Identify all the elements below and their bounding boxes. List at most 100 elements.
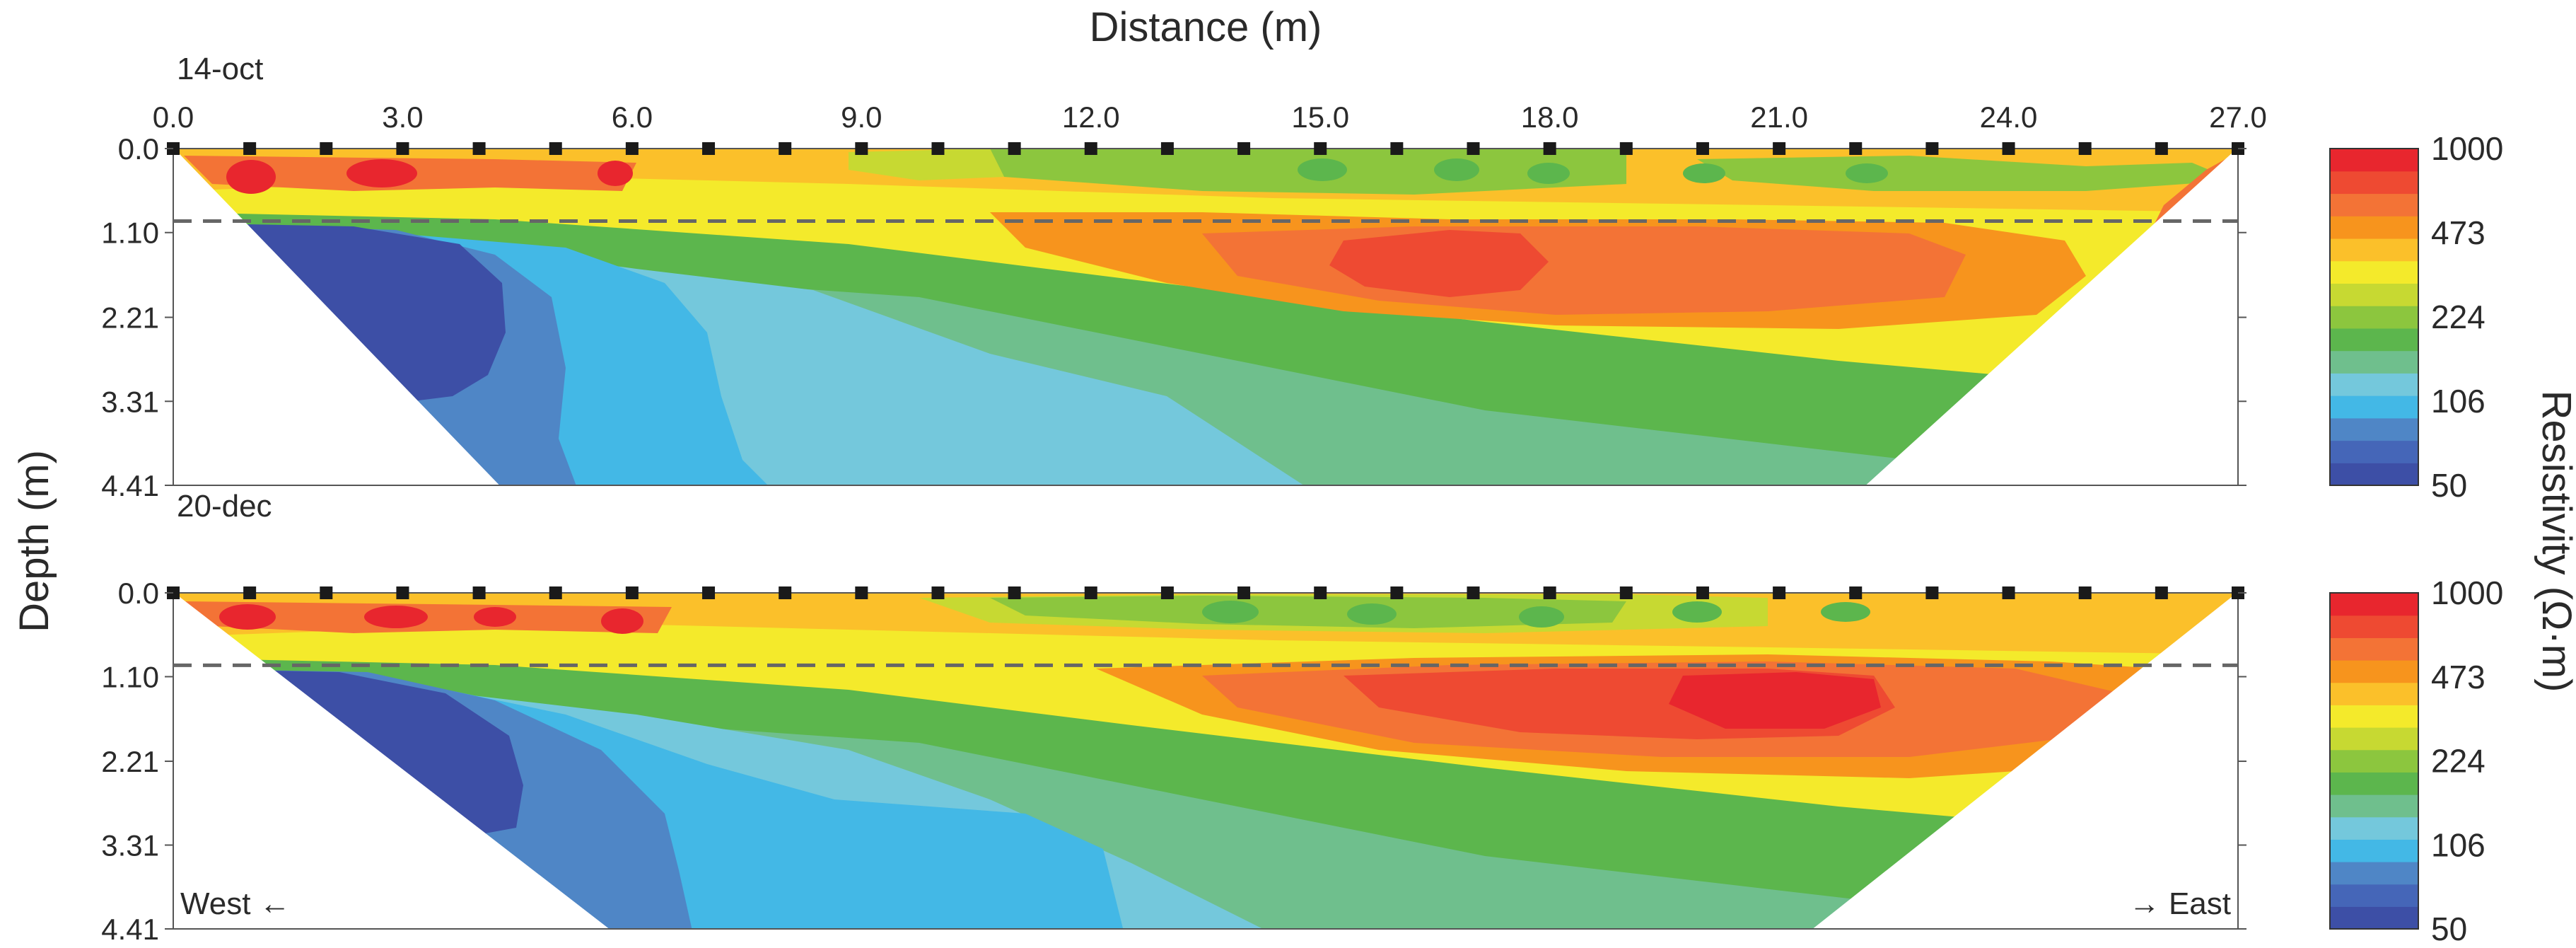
electrode-marker	[1696, 586, 1709, 599]
x-axis-title: Distance (m)	[1090, 4, 1322, 50]
electrode-marker	[1773, 142, 1786, 155]
electrode-marker	[320, 586, 333, 599]
electrode-marker	[1619, 142, 1633, 155]
y-tick-labels: 0.0 1.10 2.21 3.31 4.41	[101, 132, 159, 502]
panel-label: 14-oct	[177, 52, 263, 86]
electrode-marker	[2155, 586, 2168, 599]
electrode-marker	[702, 586, 716, 599]
x-tick-label: 9.0	[841, 100, 882, 134]
x-tick-label: 3.0	[382, 100, 423, 134]
region-lime-surface	[849, 149, 1004, 180]
electrode-marker	[549, 142, 562, 155]
west-label: West ←	[180, 886, 291, 921]
panel-label: 20-dec	[177, 489, 272, 524]
colorbar-segment	[2330, 350, 2418, 374]
region-red-hot	[1669, 672, 1881, 729]
region-shallow-red	[474, 607, 516, 627]
electrode-marker	[1084, 142, 1097, 155]
electrode-marker	[396, 586, 409, 599]
colorbar-bottom: 1000 473 224 106 50	[2329, 574, 2503, 947]
x-tick-label: 24.0	[1980, 100, 2038, 134]
region-green-surface-2	[1697, 156, 2234, 191]
colorbar-segment	[2330, 794, 2418, 818]
region-dark-blue	[173, 223, 506, 403]
region-shallow-red	[219, 604, 276, 630]
resistivity-section	[173, 593, 2238, 929]
y-tick-label: 0.0	[118, 577, 159, 610]
x-tick-label: 15.0	[1291, 100, 1349, 134]
electrode-marker	[549, 586, 562, 599]
electrode-marker	[1314, 586, 1327, 599]
y-tick-label: 0.0	[118, 132, 159, 166]
y-tick-label: 4.41	[101, 469, 159, 502]
electrode-marker	[472, 142, 486, 155]
colorbar-tick-label: 224	[2431, 299, 2485, 335]
region-green-pocket	[1519, 606, 1564, 628]
electrode-marker	[1773, 586, 1786, 599]
region-red-core	[1329, 230, 1549, 297]
colorbar-tick-label: 50	[2431, 911, 2467, 944]
electrode-marker	[1390, 586, 1404, 599]
colorbar-tick-label: 1000	[2431, 574, 2503, 611]
electrode-marker	[855, 586, 868, 599]
region-shallow-red-band	[184, 601, 672, 633]
colorbar-tick-label: 473	[2431, 659, 2485, 695]
y-tick-label: 1.10	[101, 216, 159, 250]
electrode-marker	[779, 142, 792, 155]
region-green-pocket	[1846, 163, 1888, 183]
colorbar-segment	[2330, 705, 2418, 728]
region-shallow-red	[226, 160, 276, 194]
colorbar-segment	[2330, 660, 2418, 683]
region-green-pocket	[1683, 163, 1725, 183]
electrode-marker	[1467, 142, 1480, 155]
colorbar-title: Resistivity (Ω·m)	[2534, 391, 2576, 693]
region-green-pocket	[1298, 158, 1347, 181]
region-green-pocket	[1672, 601, 1722, 623]
region-shallow-red	[364, 606, 428, 628]
colorbar-segment	[2330, 440, 2418, 463]
colorbar-frame	[2329, 148, 2419, 486]
electrode-marker	[702, 142, 716, 155]
electrode-marker	[1160, 586, 1174, 599]
region-shallow-red	[346, 159, 417, 187]
colorbar-segment	[2330, 306, 2418, 329]
colorbar-top: 1000 473 224 106 50	[2329, 130, 2503, 504]
y-tick-label: 1.10	[101, 660, 159, 693]
colorbar-segment	[2330, 283, 2418, 306]
x-tick-labels: 0.0 3.0 6.0 9.0 12.0 15.0 18.0 21.0 24.0 27.0	[153, 100, 2267, 134]
electrode-marker	[1008, 586, 1021, 599]
electrode-marker	[1314, 142, 1327, 155]
colorbar-segment	[2330, 839, 2418, 862]
electrodes	[167, 586, 2244, 599]
y-tick-label: 4.41	[101, 913, 159, 944]
x-tick-label: 21.0	[1750, 100, 1808, 134]
colorbar-frame	[2329, 592, 2419, 930]
colorbar-segment	[2330, 682, 2418, 705]
colorbar-segment	[2330, 772, 2418, 795]
y-axis-title: Depth (m)	[11, 450, 57, 632]
colorbar-segment	[2330, 463, 2418, 486]
electrode-marker	[625, 142, 639, 155]
electrode-marker	[1543, 586, 1556, 599]
colorbar-segment	[2330, 727, 2418, 751]
region-green-pocket	[1202, 601, 1259, 623]
electrode-marker	[1160, 142, 1174, 155]
electrode-marker	[2078, 142, 2092, 155]
region-green-pocket	[1434, 158, 1479, 181]
electrode-marker	[931, 586, 945, 599]
region-green-pocket	[1347, 603, 1397, 625]
x-tick-label: 6.0	[612, 100, 653, 134]
colorbar-segment	[2330, 216, 2418, 239]
electrode-marker	[320, 142, 333, 155]
x-tick-label: 12.0	[1062, 100, 1120, 134]
electrode-marker	[625, 586, 639, 599]
electrode-marker	[779, 586, 792, 599]
colorbar-segment	[2330, 170, 2418, 195]
electrode-marker	[1925, 142, 1939, 155]
x-tick-label: 27.0	[2209, 100, 2267, 134]
electrode-marker	[472, 586, 486, 599]
colorbar-segment	[2330, 373, 2418, 396]
y-tick-label: 2.21	[101, 745, 159, 778]
resistivity-section	[173, 149, 2238, 485]
colorbar-segment	[2330, 193, 2418, 216]
